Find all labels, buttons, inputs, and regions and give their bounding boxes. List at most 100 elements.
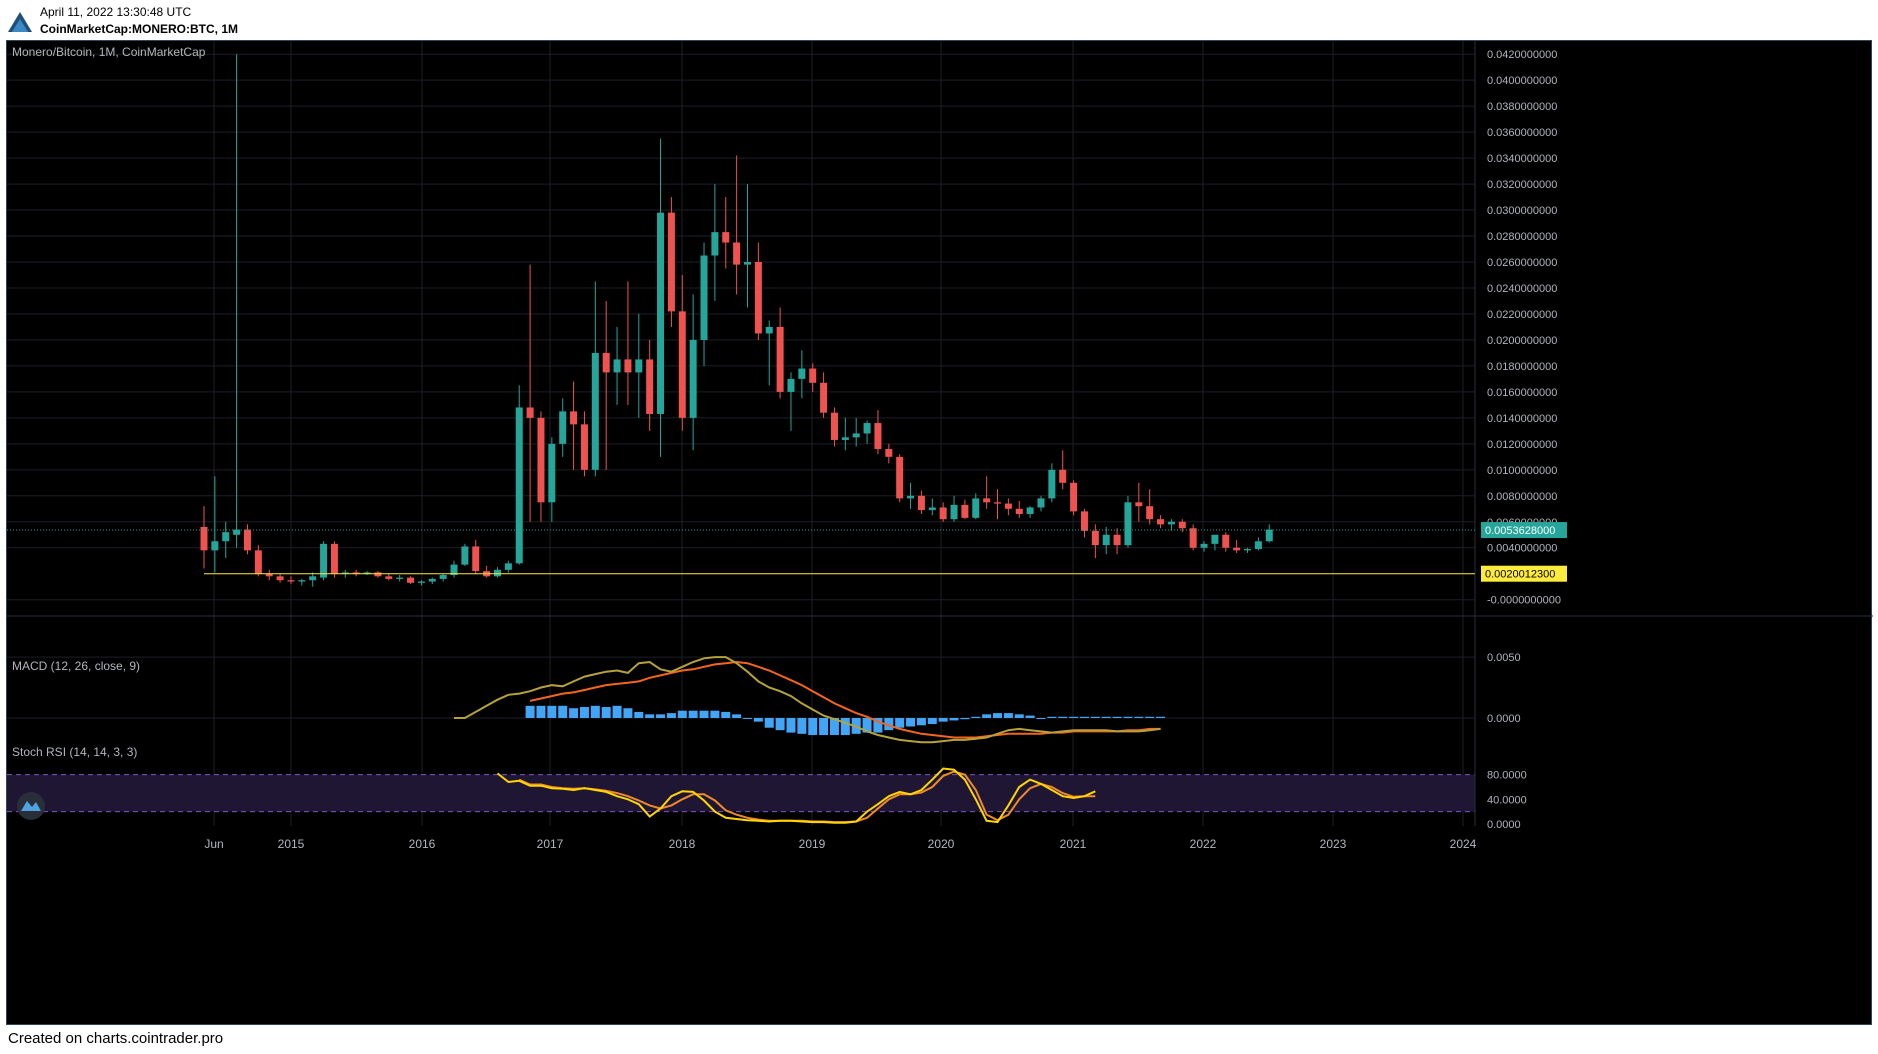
candle-body — [287, 580, 295, 582]
candle — [820, 372, 828, 418]
candle — [363, 571, 371, 576]
candle-body — [374, 572, 382, 577]
candle-body — [1080, 511, 1088, 531]
macd-hist-bar — [1069, 716, 1079, 718]
candle — [678, 274, 686, 431]
candle — [417, 580, 425, 586]
candle — [1135, 482, 1143, 522]
x-tick-label: 2015 — [278, 837, 305, 851]
candle-body — [461, 546, 469, 565]
candle — [863, 420, 871, 444]
candle-body — [602, 352, 610, 373]
y-tick-label: 0.0240000000 — [1487, 283, 1557, 295]
candle-body — [939, 507, 947, 520]
candle-body — [1048, 469, 1056, 499]
candle — [559, 398, 567, 457]
candle-body — [330, 543, 338, 574]
axis-layer: Jun 2015 2016 2017 2018 2019 2020 2021 2022 2023 2… — [7, 41, 1873, 851]
candle-body — [907, 495, 915, 499]
candle — [1167, 519, 1175, 531]
candle-body — [1004, 503, 1012, 509]
candle-body — [1167, 521, 1175, 525]
price-pane-title: Monero/Bitcoin, 1M, CoinMarketCap — [12, 45, 206, 59]
x-tick-label: 2016 — [409, 837, 436, 851]
candle-body — [798, 368, 806, 379]
candle — [1091, 524, 1099, 559]
candle — [591, 281, 599, 477]
candle-body — [341, 572, 349, 574]
candle — [765, 320, 773, 386]
candle-body — [1135, 502, 1143, 507]
candle-body — [657, 212, 665, 414]
candle-body — [787, 378, 795, 392]
x-tick-label: 2018 — [669, 837, 696, 851]
macd-hist-bar — [569, 708, 579, 718]
chart-area[interactable]: Jun 2015 2016 2017 2018 2019 2020 2021 2022 2023 2… — [6, 40, 1873, 1026]
candle — [1157, 515, 1165, 529]
candle — [450, 560, 458, 578]
candle-body — [624, 359, 632, 373]
candle-body — [700, 255, 708, 340]
candle — [1200, 541, 1208, 552]
candle — [515, 385, 523, 565]
chart-svg[interactable]: Jun 2015 2016 2017 2018 2019 2020 2021 2022 2023 2… — [7, 41, 1873, 1026]
macd-hist-bar — [732, 714, 742, 718]
candle — [983, 476, 991, 509]
macd-hist-bar — [721, 711, 731, 718]
macd-hist-bar — [1156, 716, 1166, 718]
candle-body — [1146, 506, 1154, 520]
macd-hist-bar — [710, 710, 720, 718]
y-tick-label: 0.0040000000 — [1487, 543, 1557, 555]
candle-body — [1157, 519, 1165, 525]
macd-hist-bar — [547, 705, 557, 718]
candle — [385, 573, 393, 581]
candle — [580, 411, 588, 477]
macd-hist-bar — [993, 713, 1003, 718]
macd-hist-bar — [873, 717, 883, 733]
footer-credit: Created on charts.cointrader.pro — [8, 1030, 224, 1047]
candle — [1189, 524, 1197, 551]
macd-hist-bar — [525, 705, 535, 718]
macd-line — [454, 656, 1161, 744]
candle-body — [1178, 521, 1186, 529]
candle — [1070, 480, 1078, 516]
candle-body — [852, 433, 860, 438]
candle-body — [363, 572, 371, 574]
candle — [1080, 508, 1088, 538]
candle-body — [548, 443, 556, 503]
macd-hist-bar — [579, 707, 589, 718]
candle-body — [1102, 534, 1110, 546]
candle — [667, 197, 675, 327]
macd-hist-bar — [927, 717, 937, 725]
macd-hist-bar — [982, 714, 992, 718]
y-tick-label: 0.0180000000 — [1487, 361, 1557, 373]
candle — [243, 524, 251, 555]
y-tick-label: 0.0340000000 — [1487, 153, 1557, 165]
macd-hist-bar — [775, 717, 785, 731]
x-tick-label: 2017 — [537, 837, 564, 851]
candle-body — [1254, 541, 1262, 550]
candle-body — [613, 359, 621, 373]
candle-body — [928, 507, 936, 511]
grid-layer — [7, 41, 1475, 826]
y-tick-label: 0.0260000000 — [1487, 257, 1557, 269]
cointrader-logo-icon — [8, 12, 32, 32]
y-tick-label: 0.0140000000 — [1487, 413, 1557, 425]
candle — [874, 410, 882, 455]
candle-body — [417, 581, 425, 583]
x-tick-label: Jun — [204, 837, 223, 851]
candle-body — [515, 407, 523, 564]
candle-body — [776, 326, 784, 392]
candle-body — [504, 563, 512, 570]
candle-body — [243, 529, 251, 551]
candle-layer — [200, 54, 1273, 587]
candle-body — [722, 232, 730, 243]
macd-hist-bar — [1079, 716, 1089, 718]
candle — [972, 493, 980, 520]
y-tick-label: 0.0200000000 — [1487, 335, 1557, 347]
candle-body — [559, 411, 567, 444]
macd-hist-bar — [1134, 716, 1144, 718]
macd-hist-bar — [884, 717, 894, 731]
candle-body — [276, 576, 284, 581]
candle — [1102, 526, 1110, 555]
